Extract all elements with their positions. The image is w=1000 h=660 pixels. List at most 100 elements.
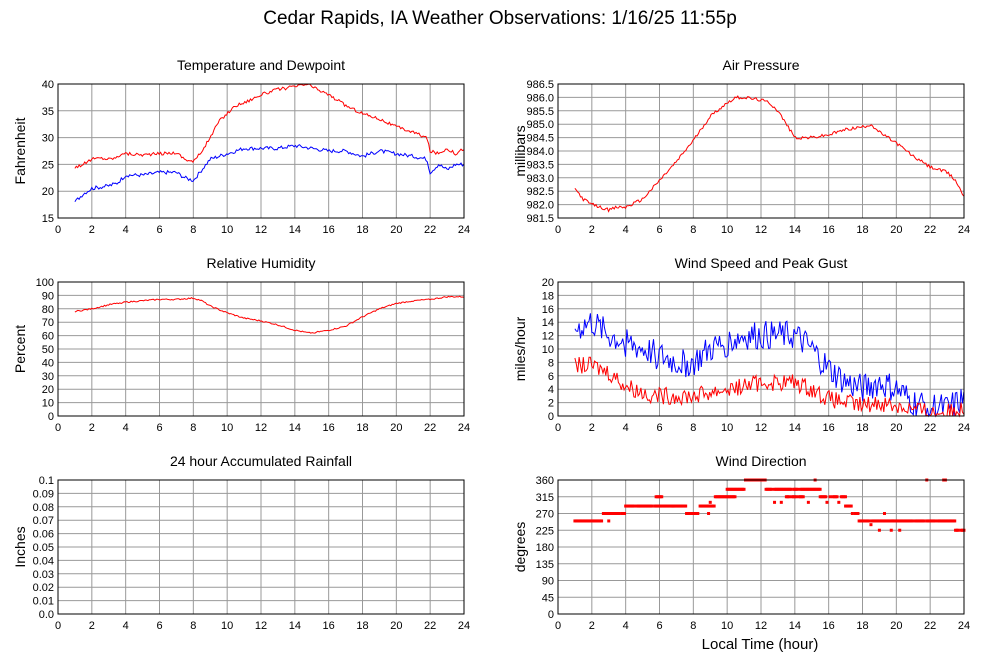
x-tick-label: 2 [89, 224, 95, 236]
x-tick-label: 8 [190, 224, 196, 236]
data-point [877, 528, 881, 532]
y-tick-label: 6 [548, 371, 554, 383]
data-point [796, 487, 800, 491]
x-tick-label: 22 [924, 620, 936, 632]
x-tick-label: 8 [690, 224, 696, 236]
data-point [837, 500, 841, 504]
x-tick-label: 16 [823, 422, 835, 434]
x-tick-label: 10 [221, 620, 233, 632]
plot-frame [557, 281, 965, 417]
x-tick-label: 4 [623, 422, 629, 434]
y-tick-label: 35 [42, 106, 54, 118]
plot-frame [557, 479, 965, 615]
y-tick-label: 8 [548, 357, 554, 369]
x-tick-label: 10 [721, 422, 733, 434]
data-point [869, 523, 873, 527]
data-point [773, 500, 777, 504]
data-point [660, 495, 664, 499]
y-tick-label: 0.03 [33, 569, 54, 581]
data-point [953, 519, 957, 523]
y-axis-label: Percent [12, 325, 28, 373]
chart-temp: Temperature and DewpointFahrenheit152025… [12, 57, 470, 236]
data-point [742, 487, 746, 491]
data-point [708, 500, 712, 504]
x-tick-label: 0 [555, 620, 561, 632]
data-point [794, 495, 798, 499]
x-tick-label: 14 [789, 620, 801, 632]
x-tick-label: 6 [156, 224, 162, 236]
y-tick-label: 135 [536, 559, 554, 571]
x-tick-label: 20 [890, 422, 902, 434]
chart-pressure: Air Pressuremillibars981.5982.0982.5983.… [512, 57, 970, 236]
y-axis-label: Inches [12, 526, 28, 567]
y-tick-label: 0 [548, 411, 554, 423]
x-tick-label: 10 [221, 224, 233, 236]
y-tick-label: 90 [42, 290, 54, 302]
x-tick-label: 16 [323, 620, 335, 632]
data-point [856, 512, 860, 515]
x-tick-label: 2 [89, 422, 95, 434]
y-tick-label: 2 [548, 398, 554, 410]
x-tick-label: 14 [289, 422, 301, 434]
y-tick-label: 0.05 [33, 542, 54, 554]
x-tick-label: 4 [623, 224, 629, 236]
x-tick-label: 6 [156, 620, 162, 632]
x-tick-label: 24 [958, 620, 970, 632]
y-tick-label: 982.5 [526, 186, 554, 198]
x-tick-label: 14 [789, 422, 801, 434]
data-point [828, 495, 832, 499]
data-point [850, 512, 854, 515]
y-tick-label: 100 [36, 277, 54, 289]
x-tick-label: 18 [856, 224, 868, 236]
y-tick-label: 984.0 [526, 146, 554, 158]
y-tick-label: 0.06 [33, 529, 54, 541]
x-tick-label: 2 [589, 422, 595, 434]
y-tick-label: 60 [42, 331, 54, 343]
x-tick-label: 20 [890, 224, 902, 236]
y-axis-label: millibars [512, 125, 528, 176]
x-tick-label: 6 [656, 422, 662, 434]
y-tick-label: 984.5 [526, 133, 554, 145]
y-tick-label: 70 [42, 317, 54, 329]
x-tick-label: 4 [123, 620, 129, 632]
x-tick-label: 8 [190, 422, 196, 434]
y-tick-label: 983.0 [526, 173, 554, 185]
y-tick-label: 12 [542, 331, 554, 343]
data-point [843, 495, 847, 499]
x-tick-label: 0 [55, 422, 61, 434]
data-point [712, 504, 716, 508]
data-point [882, 512, 886, 515]
y-tick-label: 983.5 [526, 159, 554, 171]
data-point [684, 504, 688, 508]
data-point [617, 512, 621, 515]
x-tick-label: 12 [755, 224, 767, 236]
y-tick-label: 0.08 [33, 502, 54, 514]
chart-title: Air Pressure [722, 57, 799, 73]
chart-title: Temperature and Dewpoint [177, 57, 345, 73]
plot-frame [57, 281, 465, 417]
y-tick-label: 315 [536, 492, 554, 504]
data-point [867, 519, 871, 523]
x-tick-label: 4 [123, 422, 129, 434]
plot-frame [557, 83, 965, 219]
x-tick-label: 18 [356, 224, 368, 236]
x-tick-label: 2 [89, 620, 95, 632]
x-tick-label: 18 [856, 620, 868, 632]
series-line [74, 144, 465, 203]
x-tick-label: 24 [458, 422, 470, 434]
x-axis-label: Local Time (hour) [701, 636, 819, 653]
y-tick-label: 45 [542, 592, 554, 604]
data-point [898, 528, 902, 532]
y-tick-label: 180 [536, 542, 554, 554]
chart-title: Wind Direction [715, 453, 806, 469]
series-line [574, 95, 965, 213]
data-point [707, 512, 711, 515]
series-line [74, 83, 464, 169]
y-tick-label: 0.04 [33, 555, 54, 567]
data-point [933, 519, 937, 523]
y-tick-label: 0 [548, 609, 554, 621]
x-tick-label: 20 [390, 224, 402, 236]
chart-dir: Wind Directiondegrees0459013518022527031… [512, 453, 970, 632]
x-tick-label: 18 [356, 422, 368, 434]
y-tick-label: 225 [536, 525, 554, 537]
